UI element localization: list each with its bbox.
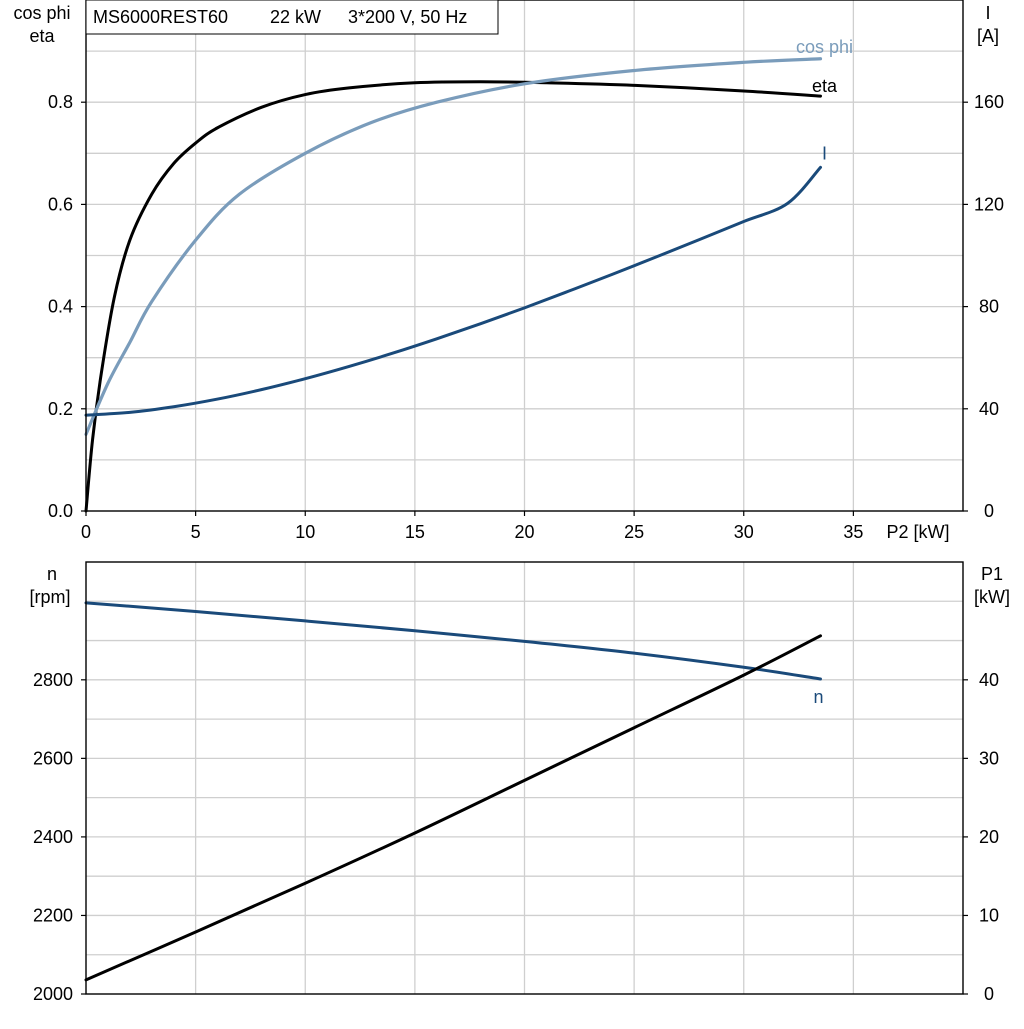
title-power: 22 kW	[270, 7, 321, 27]
left-tick-label: 2000	[33, 984, 73, 1004]
series-line-cos-phi	[84, 57, 823, 436]
bottom-left-axis-label-2: [rpm]	[29, 587, 70, 607]
series-label-i: I	[822, 143, 827, 163]
bottom-plot-frame	[85, 561, 964, 995]
right-tick-label: 20	[979, 827, 999, 847]
series-line-eta	[84, 80, 822, 513]
x-tick-label: 35	[843, 522, 863, 542]
x-tick-label: 20	[514, 522, 534, 542]
right-tick-label: 80	[979, 297, 999, 317]
left-tick-label: 0.0	[48, 501, 73, 521]
bottom-right-axis-label-2: [kW]	[974, 587, 1010, 607]
left-tick-label: 2600	[33, 748, 73, 768]
left-tick-label: 2400	[33, 827, 73, 847]
left-tick-label: 0.6	[48, 194, 73, 214]
top-right-axis-label-2: [A]	[977, 26, 999, 46]
left-tick-label: 2800	[33, 670, 73, 690]
bottom-left-axis-label-1: n	[47, 564, 57, 584]
right-tick-label: 30	[979, 748, 999, 768]
right-tick-label: 40	[979, 399, 999, 419]
right-tick-label: 160	[974, 92, 1004, 112]
right-tick-label: 10	[979, 905, 999, 925]
left-tick-label: 0.4	[48, 297, 73, 317]
x-tick-label: 15	[405, 522, 425, 542]
left-tick-label: 2200	[33, 905, 73, 925]
series-label-n: n	[813, 687, 823, 707]
title-supply: 3*200 V, 50 Hz	[348, 7, 467, 27]
series-label-cos-phi: cos phi	[796, 37, 853, 57]
series-line-n	[84, 601, 822, 681]
title-model: MS6000REST60	[93, 7, 228, 27]
x-tick-label: 30	[734, 522, 754, 542]
left-tick-label: 0.2	[48, 399, 73, 419]
right-tick-label: 40	[979, 670, 999, 690]
x-tick-label: 0	[81, 522, 91, 542]
top-right-axis-label-1: I	[985, 3, 990, 23]
title-box	[85, 0, 499, 35]
series-line-p1	[84, 634, 822, 982]
bottom-right-axis-label-1: P1	[981, 564, 1003, 584]
series-line-i	[84, 165, 822, 417]
top-left-axis-label-1: cos phi	[13, 3, 70, 23]
right-tick-label: 0	[984, 984, 994, 1004]
x-tick-label: 10	[295, 522, 315, 542]
x-tick-label: 25	[624, 522, 644, 542]
x-axis-label: P2 [kW]	[886, 522, 949, 542]
left-tick-label: 0.8	[48, 92, 73, 112]
x-tick-label: 5	[191, 522, 201, 542]
right-tick-label: 0	[984, 501, 994, 521]
right-tick-label: 120	[974, 194, 1004, 214]
series-label-eta: eta	[812, 76, 838, 96]
top-left-axis-label-2: eta	[29, 26, 55, 46]
